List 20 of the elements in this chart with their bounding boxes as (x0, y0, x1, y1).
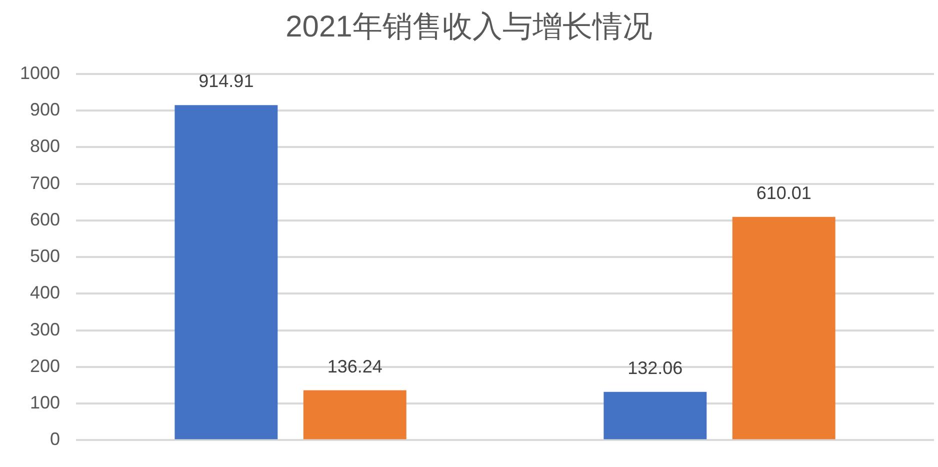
data-label: 610.01 (756, 182, 812, 203)
y-tick-label: 700 (30, 172, 60, 193)
bar (303, 390, 406, 440)
y-tick-label: 1000 (20, 62, 60, 83)
y-tick-label: 200 (30, 356, 60, 376)
bar (732, 216, 836, 440)
y-tick-label: 100 (30, 392, 60, 413)
y-tick-label: 900 (30, 100, 60, 120)
y-tick-label: 0 (50, 429, 60, 450)
bar (174, 105, 278, 440)
data-label: 914.91 (198, 71, 254, 92)
y-tick-label: 800 (30, 136, 60, 156)
y-tick-label: 400 (30, 282, 60, 303)
bar (604, 392, 707, 440)
y-tick-label: 600 (30, 209, 60, 230)
y-tick-label: 300 (30, 319, 60, 340)
chart-title: 2021年销售收入与增长情况 (286, 10, 652, 44)
data-label: 136.24 (327, 356, 382, 376)
y-tick-label: 500 (30, 246, 60, 266)
data-label: 132.06 (628, 358, 683, 378)
